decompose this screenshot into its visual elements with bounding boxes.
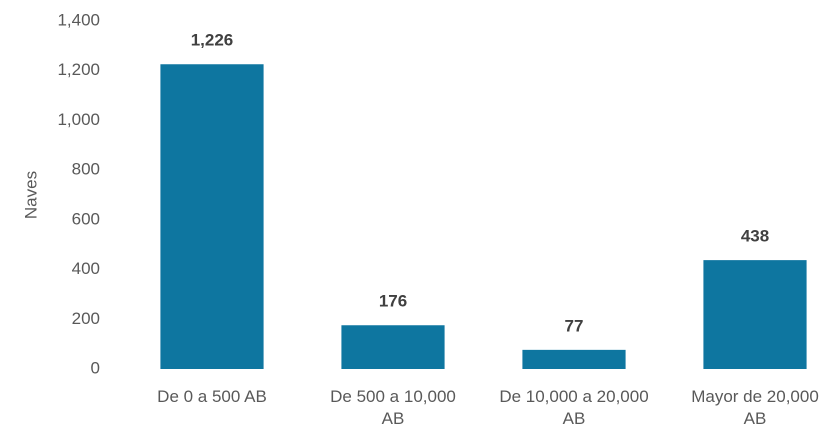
- x-tick-label: De 10,000 a 20,000 AB: [499, 387, 649, 428]
- y-tick-label: 0: [91, 358, 100, 377]
- value-label: 176: [379, 292, 407, 311]
- y-tick-label: 1,000: [57, 110, 100, 129]
- x-tick-label: De 0 a 500 AB: [157, 387, 267, 406]
- bar: [703, 260, 807, 369]
- y-tick-label: 400: [72, 259, 100, 278]
- value-label: 1,226: [191, 31, 234, 50]
- bar: [522, 349, 626, 369]
- bar: [341, 325, 445, 369]
- y-tick-label: 200: [72, 309, 100, 328]
- value-label: 77: [565, 316, 584, 335]
- x-tick-label: De 500 a 10,000 AB: [330, 387, 456, 428]
- y-tick-label: 1,400: [57, 10, 100, 29]
- y-tick-label: 1,200: [57, 60, 100, 79]
- y-tick-label: 600: [72, 209, 100, 228]
- y-axis-label: Naves: [21, 171, 40, 219]
- value-label: 438: [741, 227, 769, 246]
- x-tick-label: Mayor de 20,000 AB: [691, 387, 819, 428]
- bar: [160, 64, 264, 369]
- y-tick-label: 800: [72, 160, 100, 179]
